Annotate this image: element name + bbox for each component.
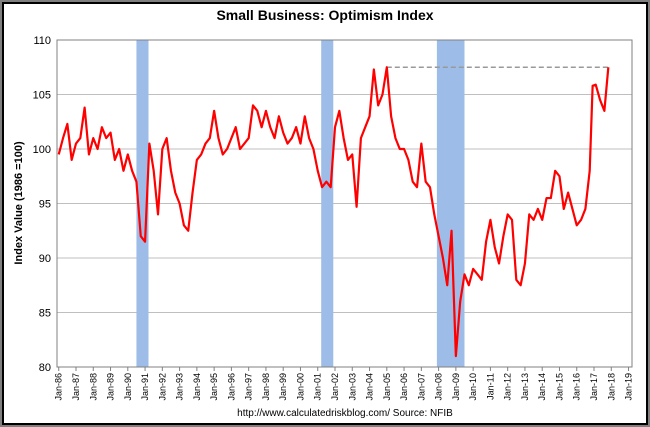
x-tick-label: Jan-08 (434, 373, 444, 401)
x-tick-label: Jan-16 (572, 373, 582, 401)
y-tick-label: 90 (39, 253, 51, 265)
x-tick-label: Jan-19 (624, 373, 634, 401)
x-tick-label: Jan-90 (123, 373, 133, 401)
x-tick-label: Jan-14 (537, 373, 547, 401)
x-tick-label: Jan-98 (261, 373, 271, 401)
x-tick-label: Jan-03 (347, 373, 357, 401)
x-tick-label: Jan-97 (244, 373, 254, 401)
y-tick-label: 95 (39, 199, 51, 211)
y-tick-label: 110 (33, 35, 51, 47)
source-note: http://www.calculatedriskblog.com/ Sourc… (237, 408, 453, 419)
y-axis-title: Index Value (1986 =100) (13, 141, 25, 265)
y-tick-label: 80 (39, 362, 51, 374)
x-tick-label: Jan-07 (416, 373, 426, 401)
x-tick-label: Jan-05 (382, 373, 392, 401)
x-tick-label: Jan-10 (468, 373, 478, 401)
x-tick-label: Jan-87 (71, 373, 81, 401)
x-tick-label: Jan-02 (330, 373, 340, 401)
x-tick-label: Jan-88 (88, 373, 98, 401)
x-tick-label: Jan-00 (295, 373, 305, 401)
x-tick-label: Jan-96 (226, 373, 236, 401)
recession-band (136, 40, 149, 367)
x-tick-label: Jan-89 (106, 373, 116, 401)
recession-band (321, 40, 334, 367)
y-tick-label: 85 (39, 308, 51, 320)
x-tick-label: Jan-18 (606, 373, 616, 401)
x-tick-label: Jan-13 (520, 373, 530, 401)
x-tick-label: Jan-12 (503, 373, 513, 401)
x-tick-label: Jan-92 (157, 373, 167, 401)
x-tick-label: Jan-99 (278, 373, 288, 401)
x-tick-label: Jan-93 (175, 373, 185, 401)
recession-band (436, 40, 465, 367)
x-tick-label: Jan-06 (399, 373, 409, 401)
x-tick-label: Jan-17 (589, 373, 599, 401)
x-tick-label: Jan-09 (451, 373, 461, 401)
x-tick-label: Jan-04 (365, 373, 375, 401)
x-tick-label: Jan-11 (485, 373, 495, 400)
y-tick-label: 100 (33, 144, 51, 156)
plot-border (56, 39, 633, 368)
data-line (57, 66, 610, 358)
x-tick-label: Jan-91 (140, 373, 150, 401)
x-tick-label: Jan-15 (554, 373, 564, 401)
x-tick-label: Jan-95 (209, 373, 219, 401)
chart-title: Small Business: Optimism Index (216, 7, 433, 23)
y-tick-label: 105 (33, 90, 51, 102)
x-tick-label: Jan-94 (192, 373, 202, 401)
x-tick-label: Jan-86 (54, 373, 64, 401)
x-tick-label: Jan-01 (313, 373, 323, 401)
